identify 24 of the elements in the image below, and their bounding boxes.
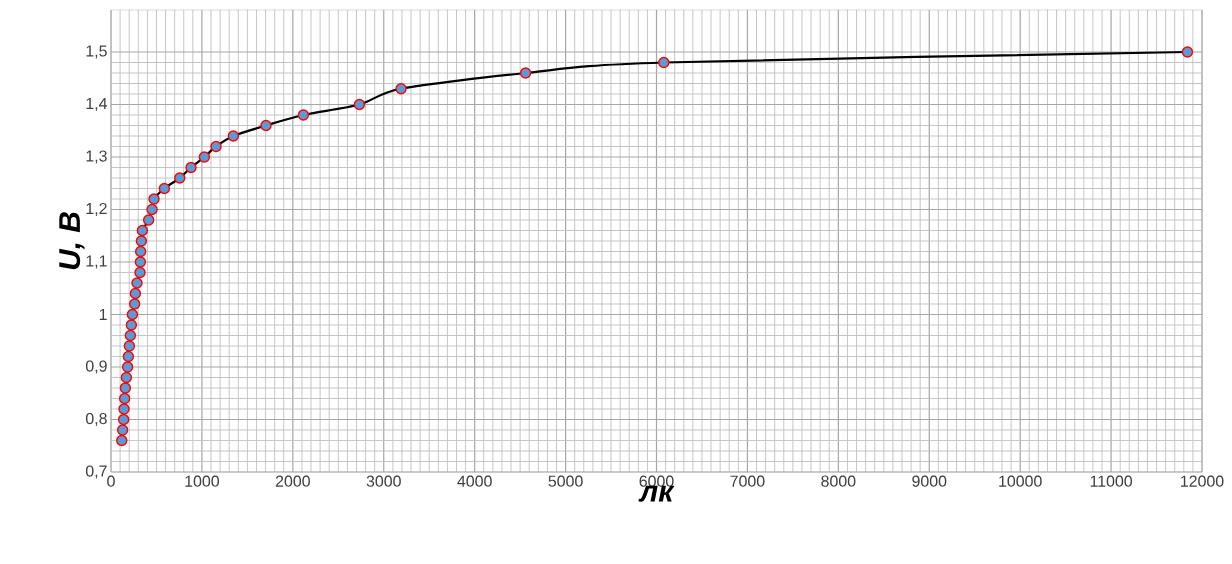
x-tick-label: 9000 (912, 475, 947, 487)
x-tick-label: 3000 (366, 475, 401, 487)
x-tick-label: 11000 (1090, 475, 1133, 487)
x-axis-title: лк (638, 485, 675, 502)
y-axis-title: U, В (59, 212, 85, 270)
x-tick-label: 12000 (1181, 475, 1224, 487)
x-tick-label: 0 (107, 475, 115, 487)
y-tick-label: 1 (99, 309, 107, 320)
x-tick-label: 2000 (275, 475, 310, 487)
x-tick-label: 7000 (730, 475, 765, 487)
y-tick-label: 0,9 (85, 360, 107, 374)
x-tick-label: 5000 (548, 475, 583, 487)
x-tick-label: 8000 (821, 475, 856, 487)
y-tick-label: 0,8 (85, 412, 107, 427)
y-tick-label: 0,7 (85, 465, 107, 479)
x-tick-label: 6000 (639, 475, 674, 487)
x-tick-label: 4000 (457, 475, 492, 487)
y-tick-label: 1,4 (86, 97, 108, 111)
y-tick-label: 1,5 (86, 45, 107, 59)
y-tick-label: 1,3 (86, 150, 107, 164)
x-tick-label: 1000 (185, 475, 220, 487)
y-tick-label: 1,2 (86, 202, 107, 217)
x-tick-label: 10000 (999, 475, 1042, 487)
y-tick-label: 1,1 (86, 255, 107, 269)
